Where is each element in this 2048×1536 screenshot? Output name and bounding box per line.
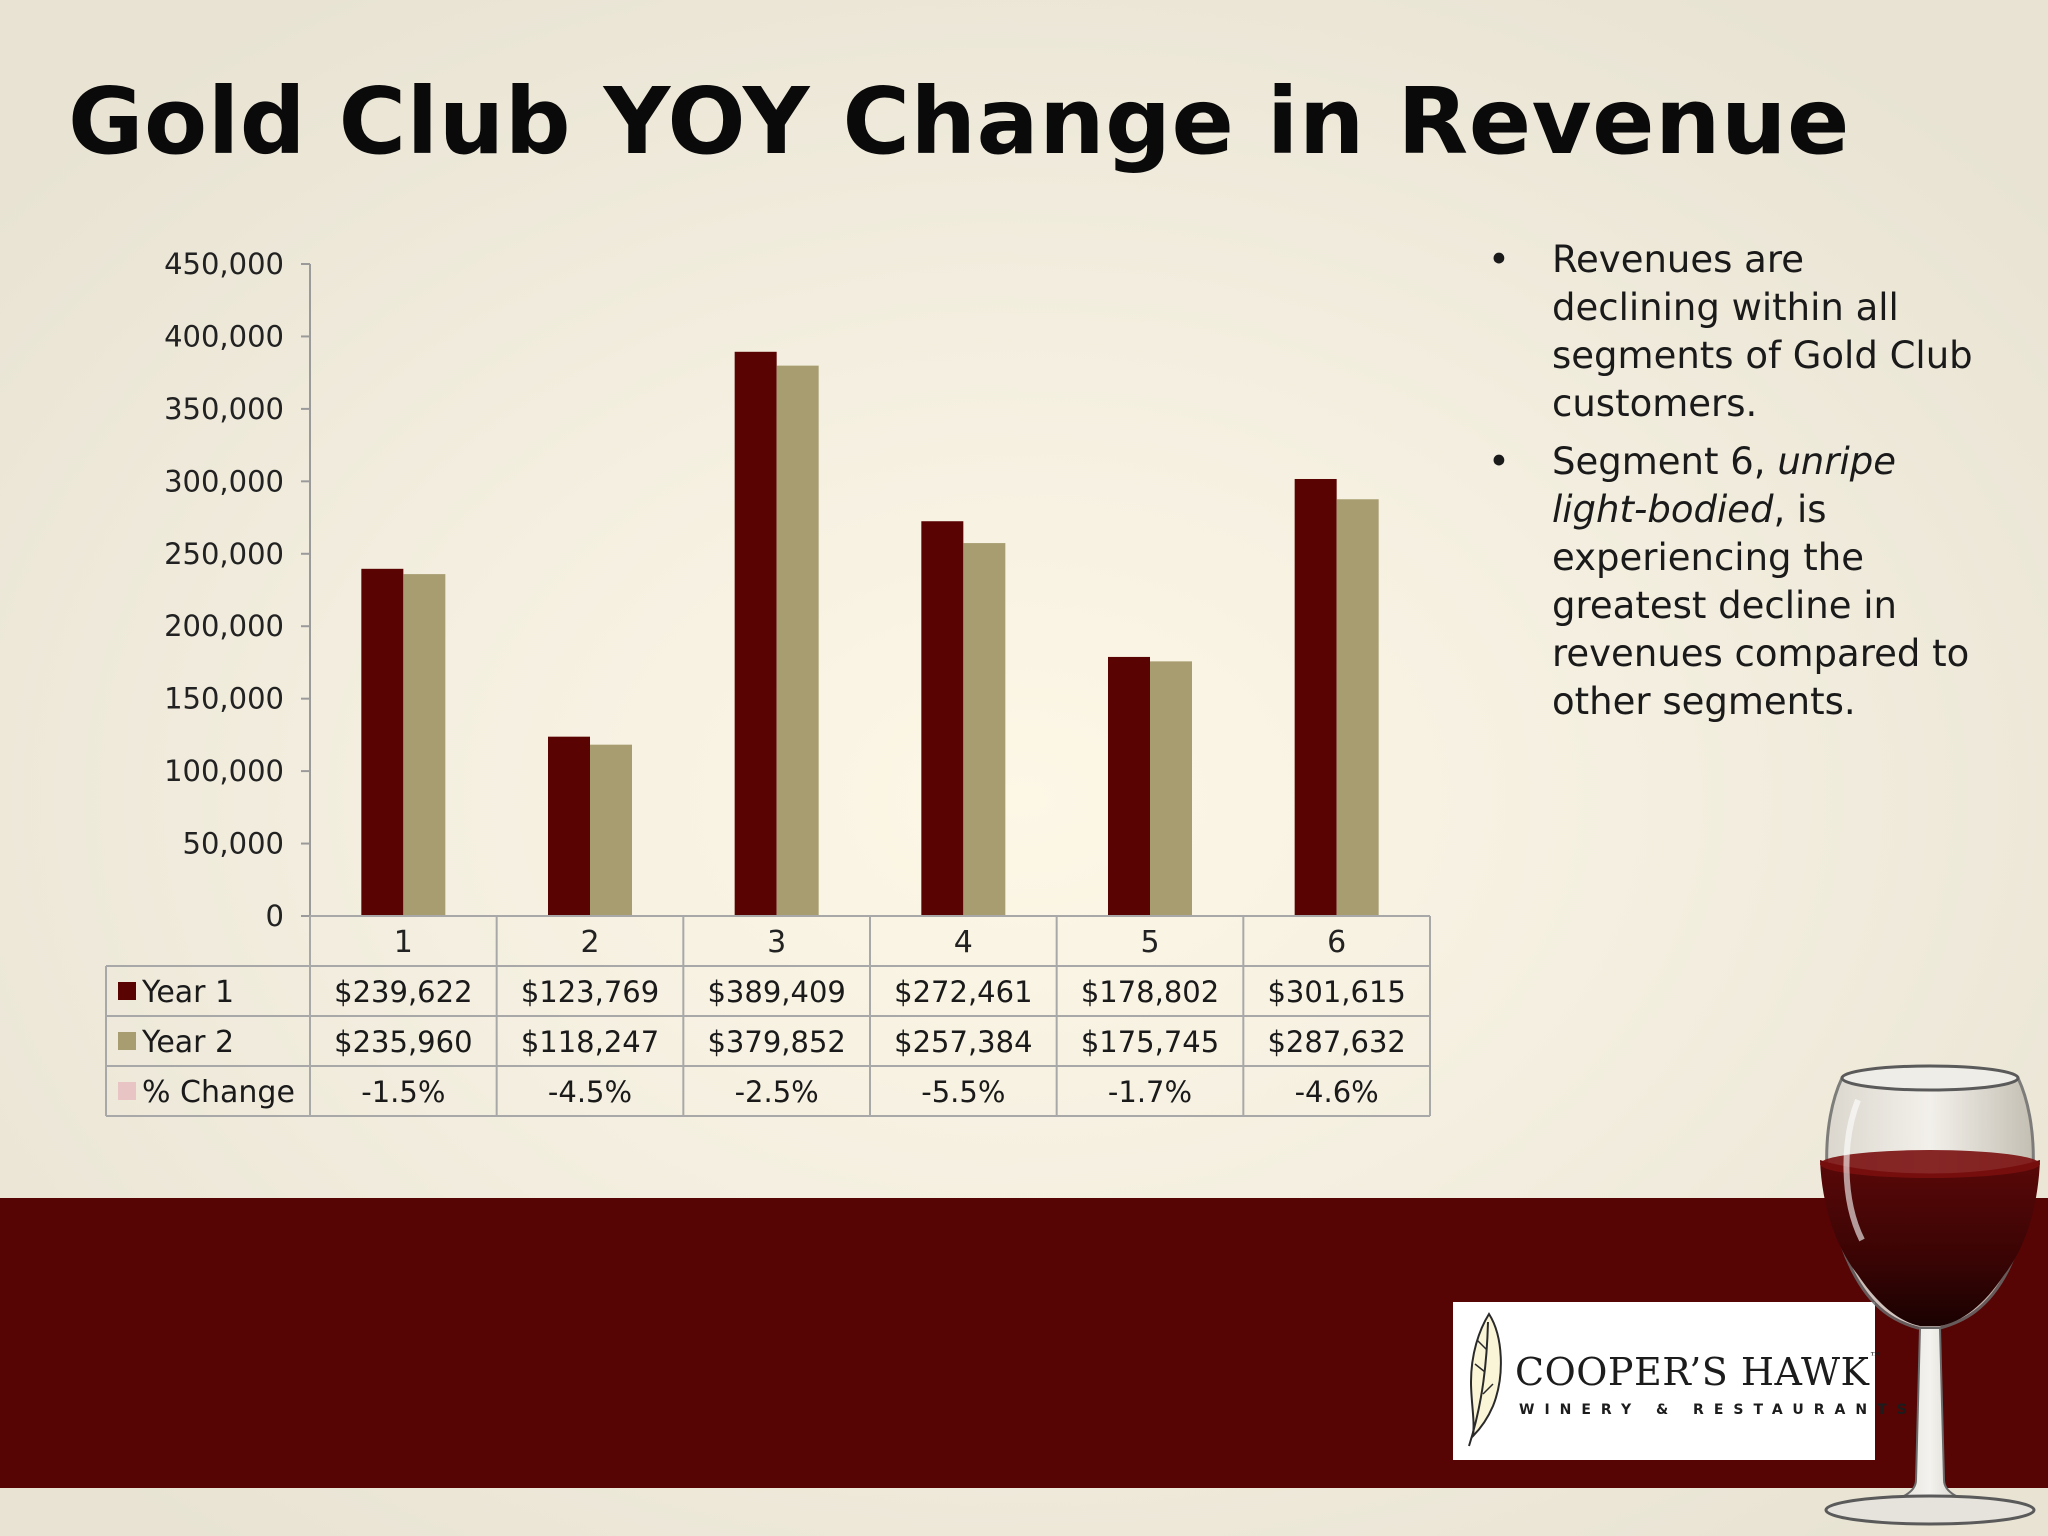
row-label-change: % Change: [142, 1075, 295, 1110]
table-cell: $257,384: [894, 1025, 1032, 1059]
bar-year-2: [590, 744, 632, 916]
x-tick-label: 4: [954, 925, 973, 960]
table-cell: -4.6%: [1295, 1075, 1379, 1109]
x-tick-label: 6: [1327, 925, 1346, 960]
bar-year-1: [1294, 478, 1337, 916]
table-cell: -1.7%: [1108, 1075, 1192, 1109]
bullet-item: • Segment 6, unripe light-bodied, is expe…: [1480, 438, 1980, 726]
table-cell: $123,769: [521, 975, 659, 1009]
y-tick-label: 450,000: [164, 247, 284, 281]
y-tick-label: 50,000: [183, 827, 284, 861]
bar-year-2: [403, 574, 446, 916]
y-tick-label: 250,000: [164, 537, 284, 571]
bar-year-2: [1150, 661, 1192, 916]
bar-year-1: [921, 521, 964, 916]
logo-tagline: WINERY & RESTAURANTS: [1519, 1402, 1917, 1418]
y-tick-label: 350,000: [164, 392, 284, 426]
bullet-dot-icon: •: [1488, 440, 1510, 483]
table-cell: -4.5%: [548, 1075, 632, 1109]
table-cell: $175,745: [1081, 1025, 1219, 1059]
bar-year-2: [963, 543, 1006, 916]
wine-glass-icon: [1820, 1064, 2040, 1526]
table-cell: $239,622: [334, 975, 472, 1009]
table-cell: $379,852: [707, 1025, 845, 1059]
bullet-text: , is experiencing the greatest decline i…: [1552, 488, 1970, 723]
bullet-text: Segment 6,: [1552, 440, 1778, 483]
coopers-hawk-logo: COOPER’S HAWK™ WINERY & RESTAURANTS: [1453, 1302, 1907, 1460]
table-cell: $178,802: [1081, 975, 1219, 1009]
bullet-text: unripe light-bodied: [1552, 440, 1896, 531]
legend-key-change: [118, 1082, 136, 1100]
bar-year-2: [1336, 499, 1379, 916]
table-cell: $301,615: [1267, 975, 1405, 1009]
x-tick-label: 3: [767, 925, 786, 960]
bullet-item: • Revenues are declining within all segme…: [1480, 236, 1980, 428]
row-label-year-2: Year 2: [141, 1025, 234, 1060]
y-tick-label: 200,000: [164, 609, 284, 643]
legend-key-year-1: [118, 982, 136, 1000]
table-cell: $287,632: [1267, 1025, 1405, 1059]
legend-key-year-2: [118, 1032, 136, 1050]
y-tick-label: 400,000: [164, 319, 284, 353]
bar-year-1: [548, 736, 590, 916]
bar-year-1: [361, 568, 404, 916]
y-tick-label: 300,000: [164, 464, 284, 498]
table-cell: $235,960: [334, 1025, 472, 1059]
table-cell: -5.5%: [921, 1075, 1005, 1109]
row-label-year-1: Year 1: [141, 975, 234, 1010]
bullet-list: • Revenues are declining within all segme…: [1480, 236, 1980, 736]
y-tick-label: 0: [266, 899, 284, 933]
bullet-text: Revenues are declining within all segmen…: [1552, 238, 1973, 425]
bar-year-1: [1108, 656, 1150, 916]
x-tick-label: 1: [394, 925, 413, 960]
table-cell: $118,247: [521, 1025, 659, 1059]
y-tick-label: 100,000: [164, 754, 284, 788]
x-tick-label: 5: [1140, 925, 1159, 960]
bullet-dot-icon: •: [1488, 238, 1510, 281]
table-cell: $272,461: [894, 975, 1032, 1009]
logo-name: COOPER’S HAWK™: [1515, 1350, 1882, 1394]
page-title: Gold Club YOY Change in Revenue: [68, 68, 1850, 175]
y-tick-label: 150,000: [164, 682, 284, 716]
bar-year-2: [776, 365, 819, 916]
x-tick-label: 2: [580, 925, 599, 960]
table-cell: $389,409: [707, 975, 845, 1009]
table-cell: -2.5%: [735, 1075, 819, 1109]
table-cell: -1.5%: [361, 1075, 445, 1109]
feather-icon: [1468, 1312, 1502, 1447]
bar-year-1: [734, 351, 777, 916]
